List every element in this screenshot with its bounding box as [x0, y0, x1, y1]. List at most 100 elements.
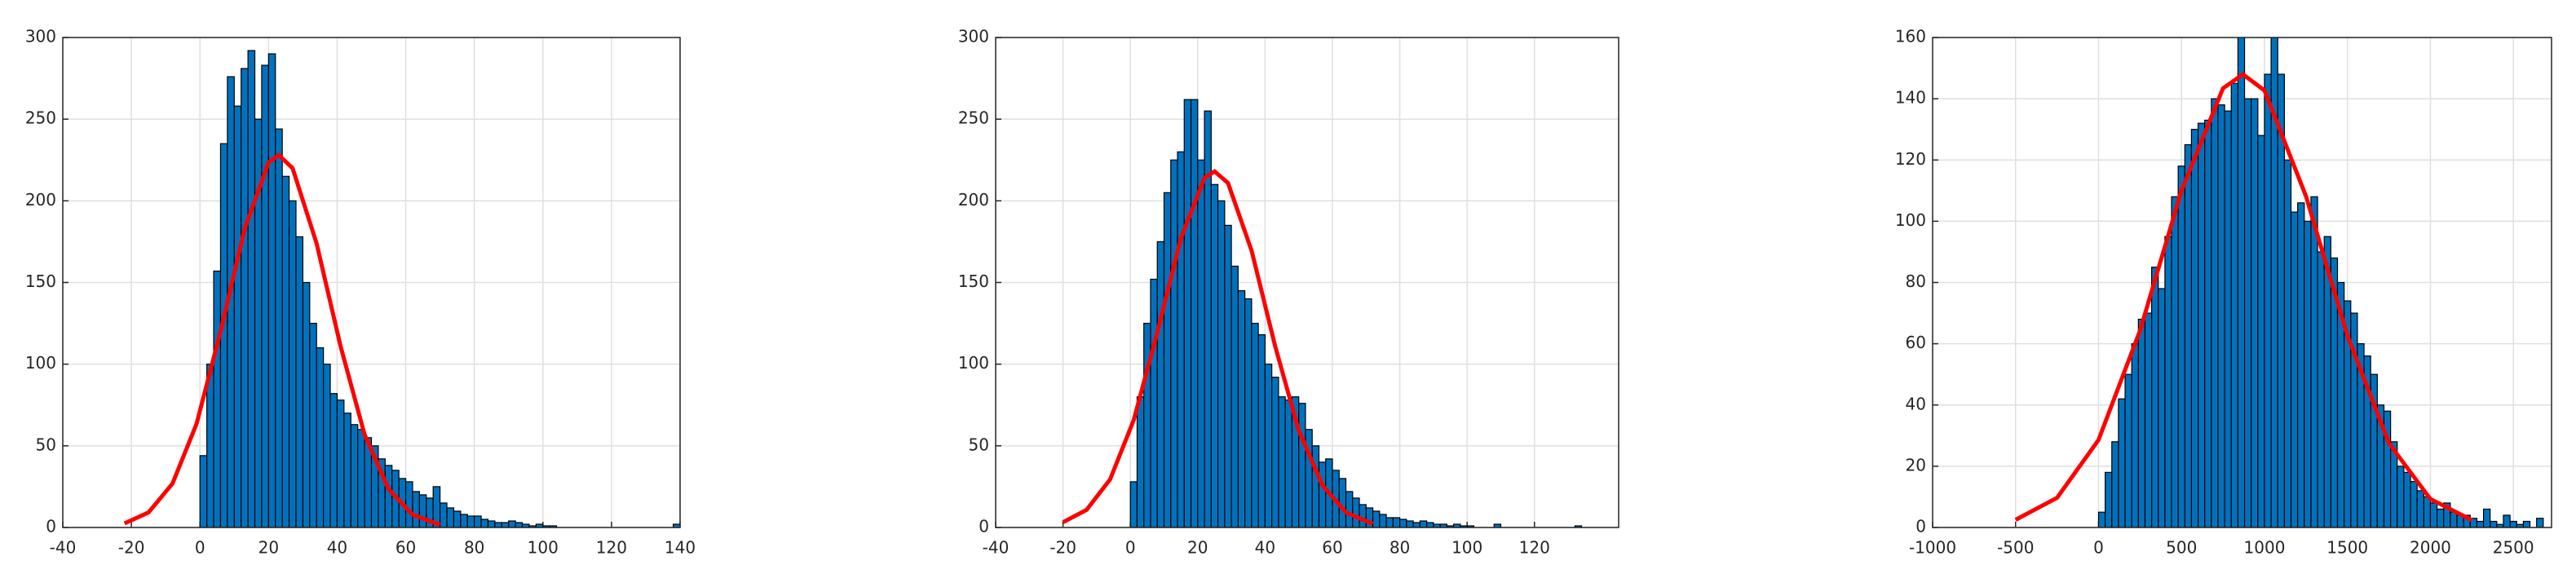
bar [357, 429, 365, 527]
y-tick-label: 50 [36, 435, 56, 454]
bar [2204, 119, 2212, 527]
bar [1284, 399, 1293, 527]
bar [1156, 241, 1165, 527]
y-tick-label: 100 [958, 353, 989, 373]
bar [336, 399, 345, 527]
bar [1163, 192, 1172, 527]
x-tick-label: 140 [665, 538, 696, 558]
bar [2310, 196, 2318, 527]
bar [2105, 471, 2113, 527]
bar [2536, 518, 2544, 527]
fit-curve [1062, 169, 1374, 526]
bar [474, 515, 482, 527]
y-tick-label: 0 [979, 517, 989, 536]
bar [2184, 143, 2193, 527]
bar [2304, 220, 2312, 527]
bars [1129, 99, 1583, 527]
x-tick-label: 1500 [2326, 538, 2368, 558]
x-tick-label: -500 [1997, 538, 2034, 558]
bar [2522, 520, 2531, 527]
bar [2509, 520, 2517, 527]
fit-curve [123, 152, 441, 527]
bar [1419, 520, 1428, 527]
y-tick-label: 300 [958, 27, 989, 46]
y-tick-label: 0 [1915, 517, 1926, 536]
bar [1217, 200, 1226, 527]
bar [1379, 514, 1387, 527]
bar [460, 514, 468, 527]
bar [1257, 334, 1266, 527]
bar [288, 200, 297, 527]
bar [2224, 110, 2232, 527]
bar [1298, 403, 1306, 527]
bar [1251, 322, 1259, 527]
bar [2243, 98, 2252, 527]
bar [2230, 82, 2239, 527]
bar [2423, 496, 2432, 527]
x-tick-label: -40 [983, 538, 1010, 558]
bar [440, 502, 448, 527]
y-tick-label: 150 [958, 271, 989, 291]
bar [384, 465, 393, 527]
x-tick-label: 0 [1125, 538, 1136, 558]
bar [2144, 312, 2153, 527]
y-tick-label: 140 [1895, 88, 1926, 108]
bar [2476, 520, 2485, 527]
bar [1372, 510, 1381, 527]
bar [2503, 514, 2511, 527]
bar [1406, 520, 1414, 527]
bar [247, 50, 256, 527]
bar [1183, 99, 1192, 527]
bar [1493, 523, 1502, 527]
bar [1190, 99, 1199, 527]
bar [446, 507, 455, 527]
bar [1210, 183, 1219, 527]
bar [302, 281, 311, 527]
bar [1359, 504, 1367, 527]
bar [1264, 364, 1273, 527]
bar [2171, 196, 2179, 527]
y-tick-label: 40 [1906, 394, 1926, 413]
bar [412, 491, 420, 527]
bar [2217, 104, 2225, 527]
x-tick-label: 1000 [2244, 538, 2286, 558]
bar [2397, 466, 2405, 527]
y-tick-label: 250 [958, 108, 989, 128]
bar [418, 494, 427, 527]
bar [1177, 151, 1185, 527]
y-tick-label: 250 [25, 108, 56, 128]
x-tick-label: -20 [1049, 538, 1076, 558]
y-tick-label: 300 [25, 27, 56, 46]
bar [2436, 508, 2445, 527]
bar [329, 393, 338, 527]
bar [2490, 520, 2498, 527]
y-tick-label: 50 [969, 435, 989, 454]
bar [453, 510, 462, 527]
x-tick-label: 120 [1519, 538, 1550, 558]
x-tick-label: 0 [195, 538, 205, 558]
bar [323, 364, 331, 527]
bar [1197, 159, 1205, 527]
bar [1129, 481, 1138, 527]
bar [1278, 396, 1286, 527]
bar [1136, 396, 1145, 527]
bar [343, 413, 351, 527]
bar [1385, 517, 1394, 527]
bar [2251, 98, 2259, 527]
axes: -40 -20 0 20 40 60 80 100 120 0 50 100 150 200 250 300 [958, 27, 1619, 558]
x-tick-label: 80 [464, 538, 484, 558]
bar [316, 347, 325, 527]
fit-curve [2014, 71, 2473, 523]
bar [480, 519, 489, 527]
y-tick-label: 100 [1895, 210, 1926, 230]
bar [2257, 135, 2265, 527]
x-tick-label: -1000 [1909, 538, 1956, 558]
axes: -40 -20 0 20 40 60 80 100 120 140 0 50 100 150 200 250 3… [25, 27, 696, 558]
x-tick-label: -20 [118, 538, 145, 558]
x-tick-label: 80 [1390, 538, 1410, 558]
y-tick-label: 0 [46, 517, 56, 536]
bar [2416, 490, 2424, 527]
bar [1271, 377, 1279, 527]
axes: -1000 -500 0 500 1000 1500 2000 2500 0 20 40 60 80 10… [1895, 27, 2552, 558]
